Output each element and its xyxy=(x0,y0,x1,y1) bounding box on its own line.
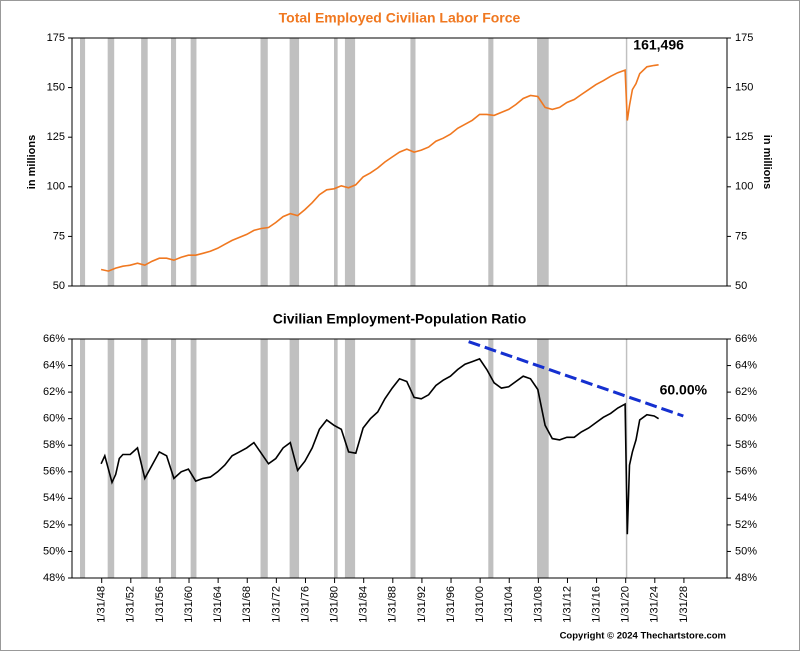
recession-band xyxy=(170,38,177,286)
y-tick-label: 175 xyxy=(47,32,65,44)
trend-line xyxy=(468,340,684,418)
y2-tick-label: 62% xyxy=(735,386,757,398)
y2-tick-label: 60% xyxy=(735,413,757,425)
x-tick-label: 1/31/04 xyxy=(503,586,515,623)
plot-frame xyxy=(71,37,728,287)
data-line xyxy=(100,357,660,535)
recession-band xyxy=(344,339,356,578)
recession-band xyxy=(141,38,148,286)
recession-band xyxy=(488,38,494,286)
y-tick-label: 52% xyxy=(43,519,65,531)
y-tick-label: 56% xyxy=(43,466,65,478)
annotation: 60.00% xyxy=(660,381,708,397)
y-axis-label: in millions xyxy=(26,135,38,189)
recession-band xyxy=(141,339,148,578)
y2-tick-label: 125 xyxy=(735,131,753,143)
x-tick-label: 1/31/48 xyxy=(96,586,108,623)
x-tick-label: 1/31/56 xyxy=(154,586,166,623)
data-line xyxy=(100,64,659,272)
recession-band xyxy=(190,38,197,286)
y2-tick-label: 58% xyxy=(735,439,757,451)
recession-band xyxy=(537,38,549,286)
x-tick-label: 1/31/20 xyxy=(620,586,632,623)
recession-band xyxy=(410,38,416,286)
y2-tick-label: 50 xyxy=(735,280,747,292)
x-tick-label: 1/31/68 xyxy=(241,586,253,623)
y2-tick-label: 54% xyxy=(735,492,757,504)
x-tick-label: 1/31/16 xyxy=(590,586,602,623)
y-tick-label: 64% xyxy=(43,359,65,371)
plot-frame xyxy=(71,338,728,579)
x-tick-label: 1/31/60 xyxy=(183,586,195,623)
y2-tick-label: 75 xyxy=(735,230,747,242)
recession-band xyxy=(190,339,197,578)
x-tick-label: 1/31/84 xyxy=(358,586,370,623)
y-tick-label: 60% xyxy=(43,413,65,425)
y2-tick-label: 150 xyxy=(735,82,753,94)
x-tick-label: 1/31/88 xyxy=(387,586,399,623)
x-tick-label: 1/31/72 xyxy=(270,586,282,623)
recession-band xyxy=(344,38,356,286)
y2-tick-label: 175 xyxy=(735,32,753,44)
y-tick-label: 125 xyxy=(47,131,65,143)
y-tick-label: 50 xyxy=(53,280,65,292)
y2-tick-label: 56% xyxy=(735,466,757,478)
y-tick-label: 62% xyxy=(43,386,65,398)
y2-tick-label: 52% xyxy=(735,519,757,531)
recession-band xyxy=(80,339,86,578)
y-tick-label: 48% xyxy=(43,572,65,584)
y2-tick-label: 50% xyxy=(735,545,757,557)
chart-title: Total Employed Civilian Labor Force xyxy=(279,10,521,26)
recession-band xyxy=(80,38,86,286)
x-tick-label: 1/31/64 xyxy=(212,586,224,623)
x-tick-label: 1/31/92 xyxy=(416,586,428,623)
x-tick-label: 1/31/00 xyxy=(474,586,486,623)
x-tick-label: 1/31/12 xyxy=(561,586,573,623)
y-tick-label: 50% xyxy=(43,545,65,557)
recession-band xyxy=(488,339,494,578)
y2-tick-label: 100 xyxy=(735,181,753,193)
recession-band xyxy=(107,38,115,286)
y2-tick-label: 64% xyxy=(735,359,757,371)
y2-axis-label: in millions xyxy=(761,135,773,189)
x-tick-label: 1/31/24 xyxy=(649,586,661,623)
recession-band xyxy=(260,38,268,286)
x-tick-label: 1/31/96 xyxy=(445,586,457,623)
recession-band xyxy=(334,38,338,286)
recession-band xyxy=(170,339,177,578)
x-tick-label: 1/31/52 xyxy=(125,586,137,623)
x-tick-label: 1/31/08 xyxy=(532,586,544,623)
recession-band xyxy=(289,38,300,286)
recession-band xyxy=(107,339,115,578)
chart-title: Civilian Employment-Population Ratio xyxy=(273,311,527,327)
recession-band xyxy=(537,339,549,578)
annotation: 161,496 xyxy=(633,37,684,53)
recession-band xyxy=(410,339,416,578)
x-tick-label: 1/31/80 xyxy=(328,586,340,623)
y-tick-label: 75 xyxy=(53,230,65,242)
recession-band xyxy=(625,38,628,286)
copyright: Copyright © 2024 Thechartstore.com xyxy=(560,631,726,642)
recession-band xyxy=(334,339,338,578)
x-tick-label: 1/31/76 xyxy=(299,586,311,623)
y-tick-label: 150 xyxy=(47,82,65,94)
y2-tick-label: 48% xyxy=(735,572,757,584)
y-tick-label: 66% xyxy=(43,333,65,345)
y-tick-label: 100 xyxy=(47,181,65,193)
x-tick-label: 1/31/28 xyxy=(678,586,690,623)
y2-tick-label: 66% xyxy=(735,333,757,345)
y-tick-label: 54% xyxy=(43,492,65,504)
y-tick-label: 58% xyxy=(43,439,65,451)
